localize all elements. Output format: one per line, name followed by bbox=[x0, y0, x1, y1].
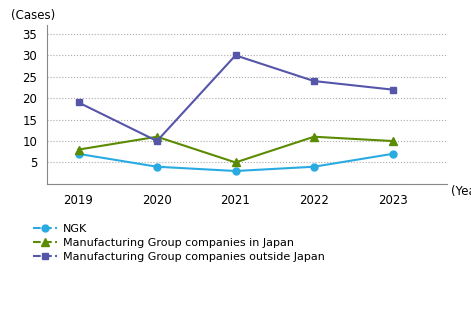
Manufacturing Group companies in Japan bbox=[311, 135, 317, 139]
Legend: NGK, Manufacturing Group companies in Japan, Manufacturing Group companies outsi: NGK, Manufacturing Group companies in Ja… bbox=[32, 224, 325, 262]
Manufacturing Group companies in Japan bbox=[76, 148, 81, 152]
Manufacturing Group companies outside Japan bbox=[233, 54, 238, 57]
Manufacturing Group companies outside Japan bbox=[154, 139, 160, 143]
Manufacturing Group companies outside Japan bbox=[76, 100, 81, 104]
NGK bbox=[76, 152, 81, 156]
Manufacturing Group companies outside Japan bbox=[390, 88, 395, 92]
Text: (Year): (Year) bbox=[451, 185, 471, 198]
Text: (Cases): (Cases) bbox=[11, 9, 55, 22]
NGK bbox=[154, 165, 160, 169]
Line: Manufacturing Group companies in Japan: Manufacturing Group companies in Japan bbox=[74, 133, 397, 167]
Manufacturing Group companies in Japan bbox=[154, 135, 160, 139]
Line: Manufacturing Group companies outside Japan: Manufacturing Group companies outside Ja… bbox=[75, 52, 396, 145]
NGK bbox=[311, 165, 317, 169]
Manufacturing Group companies in Japan bbox=[390, 139, 395, 143]
Line: NGK: NGK bbox=[75, 150, 396, 174]
Manufacturing Group companies in Japan bbox=[233, 160, 238, 164]
Manufacturing Group companies outside Japan bbox=[311, 79, 317, 83]
NGK bbox=[390, 152, 395, 156]
NGK bbox=[233, 169, 238, 173]
